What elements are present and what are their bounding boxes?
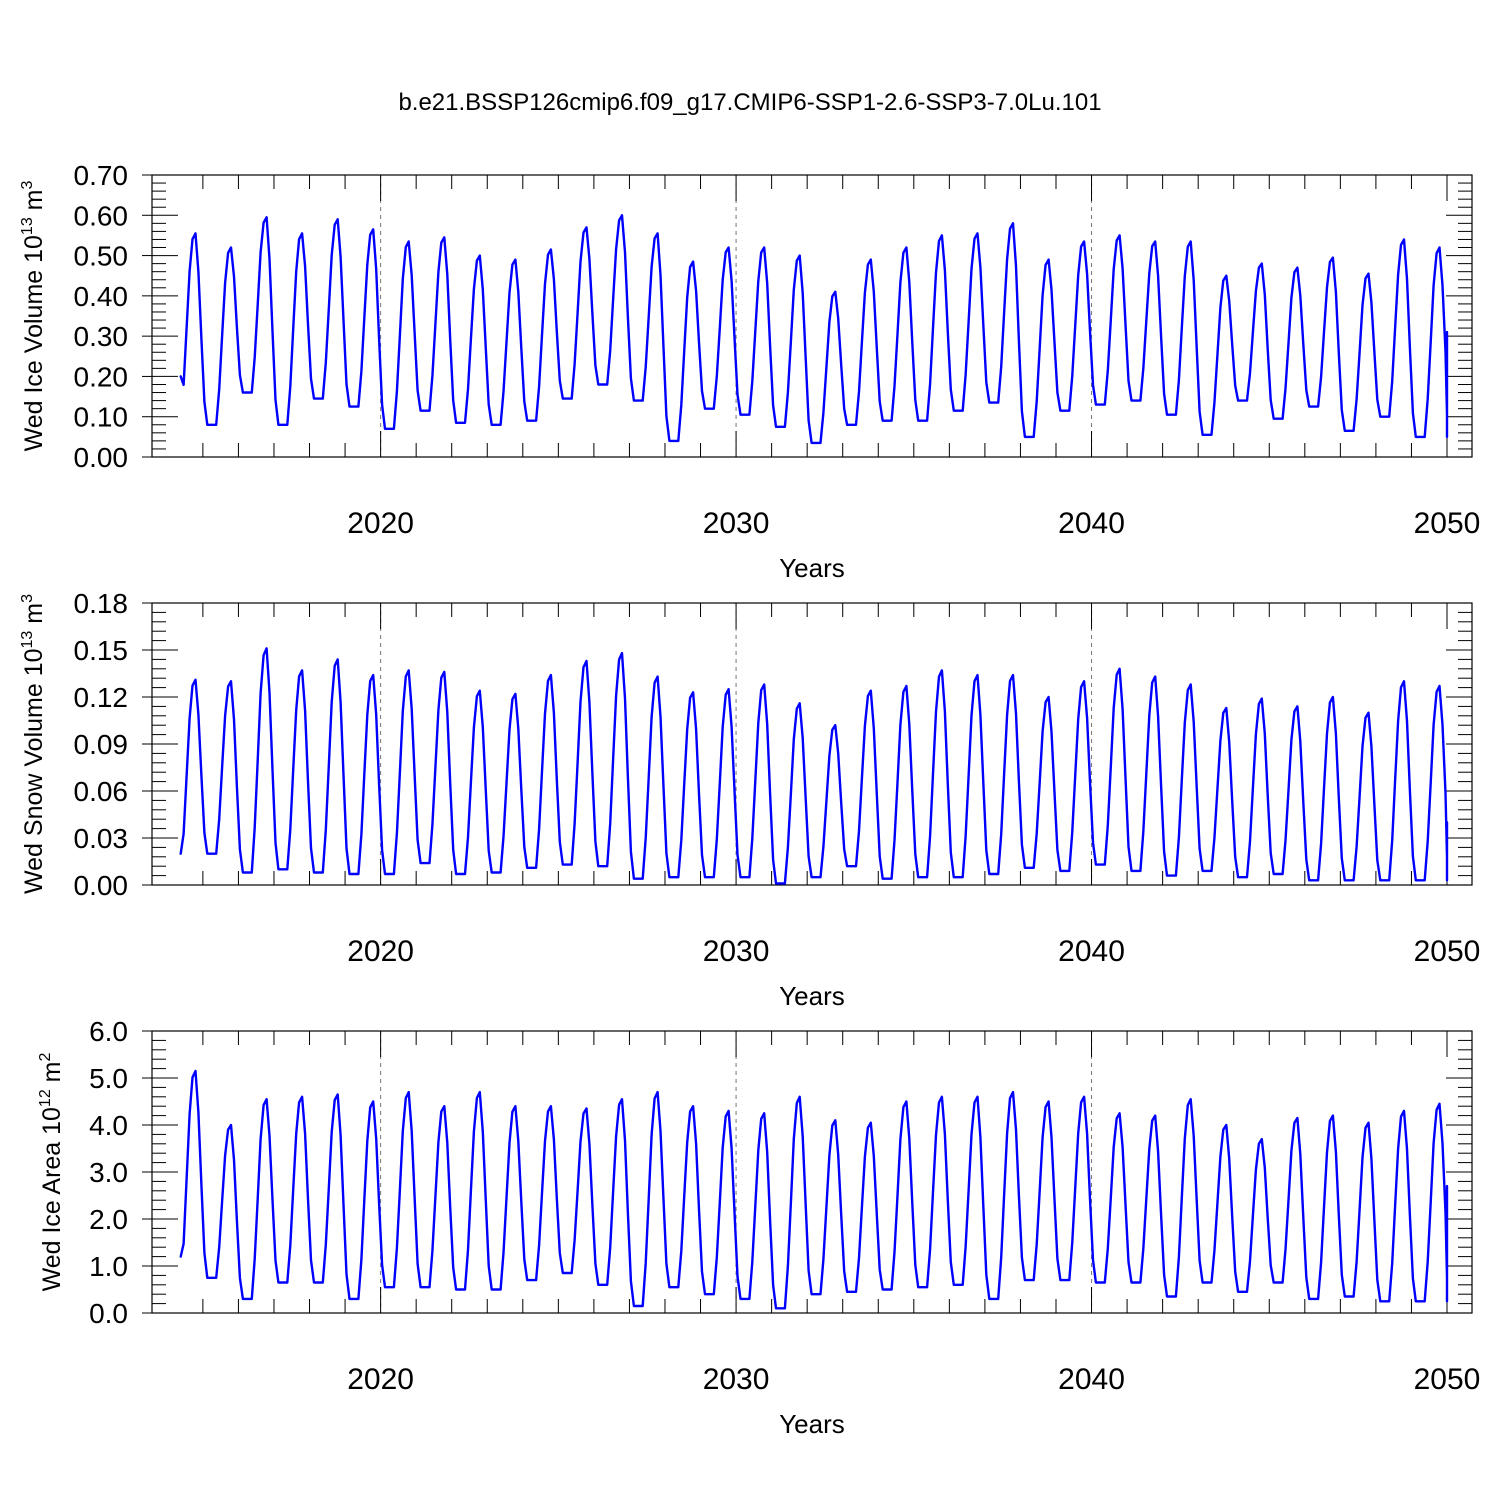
y-axis-label-exponent: 13 <box>19 217 36 235</box>
y-tick-label: 0.12 <box>74 682 129 713</box>
chart-panels: 0.00 0.10 0.20 0.30 0.40 0.50 0.60 0.70 2020 2030… <box>19 160 1480 1439</box>
y-axis-label-unit-exponent: 2 <box>37 1052 54 1061</box>
y-tick-label: 0.15 <box>74 635 129 666</box>
plot-frame <box>151 1030 1473 1314</box>
y-tick-label: 1.0 <box>89 1251 128 1282</box>
x-tick-label: 2030 <box>703 935 770 968</box>
x-tick-label: 2050 <box>1414 935 1481 968</box>
x-tick-label: 2040 <box>1058 1363 1125 1396</box>
y-tick-label: 0.00 <box>74 442 129 473</box>
y-tick-label: 2.0 <box>89 1204 128 1235</box>
data-series-line <box>179 1069 1449 1310</box>
y-tick-label: 0.18 <box>74 588 129 619</box>
y-tick-label: 3.0 <box>89 1157 128 1188</box>
x-tick-label: 2020 <box>347 935 414 968</box>
x-axis-label: Years <box>779 553 845 583</box>
panel-1: 0.00 0.10 0.20 0.30 0.40 0.50 0.60 0.70 2020 2030… <box>19 160 1480 583</box>
y-tick-label: 0.03 <box>74 823 129 854</box>
y-tick-label: 0.50 <box>74 241 129 272</box>
x-tick-label: 2030 <box>703 1363 770 1396</box>
x-tick-label: 2040 <box>1058 507 1125 540</box>
y-axis-label-unit: m <box>38 1061 66 1089</box>
y-axis-label: Wed Snow Volume 1013 m3 <box>19 594 48 894</box>
y-tick-label: 0.09 <box>74 729 129 760</box>
chart-title: b.e21.BSSP126cmip6.f09_g17.CMIP6-SSP1-2.… <box>398 89 1101 116</box>
y-tick-label: 0.40 <box>74 281 129 312</box>
x-tick-label: 2030 <box>703 507 770 540</box>
y-tick-label: 0.10 <box>74 402 129 433</box>
y-tick-label: 0.00 <box>74 870 129 901</box>
x-tick-label: 2020 <box>347 507 414 540</box>
x-tick-label: 2050 <box>1414 1363 1481 1396</box>
x-tick-label: 2050 <box>1414 507 1481 540</box>
y-axis-label-exponent: 12 <box>37 1089 54 1107</box>
y-tick-label: 5.0 <box>89 1063 128 1094</box>
panel-2: 0.00 0.03 0.06 0.09 0.12 0.15 0.18 2020 2030 2040… <box>19 588 1480 1011</box>
plot-frame <box>151 602 1473 886</box>
y-axis-label: Wed Ice Volume 1013 m3 <box>19 180 48 451</box>
data-series-line <box>179 214 1449 445</box>
y-axis-label-text: Wed Ice Volume 10 <box>20 235 48 451</box>
y-axis-label-unit-exponent: 3 <box>19 594 36 603</box>
y-axis-label-unit: m <box>20 603 48 631</box>
y-axis-label-unit-exponent: 3 <box>19 180 36 189</box>
y-tick-label: 0.20 <box>74 361 129 392</box>
y-axis-label: Wed Ice Area 1012 m2 <box>37 1052 66 1291</box>
x-axis-label: Years <box>779 1409 845 1439</box>
y-axis-label-text: Wed Snow Volume 10 <box>20 648 48 894</box>
x-tick-label: 2020 <box>347 1363 414 1396</box>
plot-frame <box>151 174 1473 458</box>
data-series-line <box>179 647 1449 885</box>
y-tick-label: 0.70 <box>74 160 129 191</box>
y-tick-label: 0.60 <box>74 200 129 231</box>
x-tick-label: 2040 <box>1058 935 1125 968</box>
y-tick-label: 6.0 <box>89 1016 128 1047</box>
y-axis-label-exponent: 13 <box>19 631 36 649</box>
panel-3: 0.0 1.0 2.0 3.0 4.0 5.0 6.0 2020 2030 2040 2050 Yea… <box>37 1016 1480 1439</box>
y-axis-label-unit: m <box>20 189 48 217</box>
y-tick-label: 0.0 <box>89 1298 128 1329</box>
x-axis-label: Years <box>779 981 845 1011</box>
y-tick-label: 0.30 <box>74 321 129 352</box>
y-axis-label-text: Wed Ice Area 10 <box>38 1107 66 1291</box>
y-tick-label: 0.06 <box>74 776 129 807</box>
y-tick-label: 4.0 <box>89 1110 128 1141</box>
